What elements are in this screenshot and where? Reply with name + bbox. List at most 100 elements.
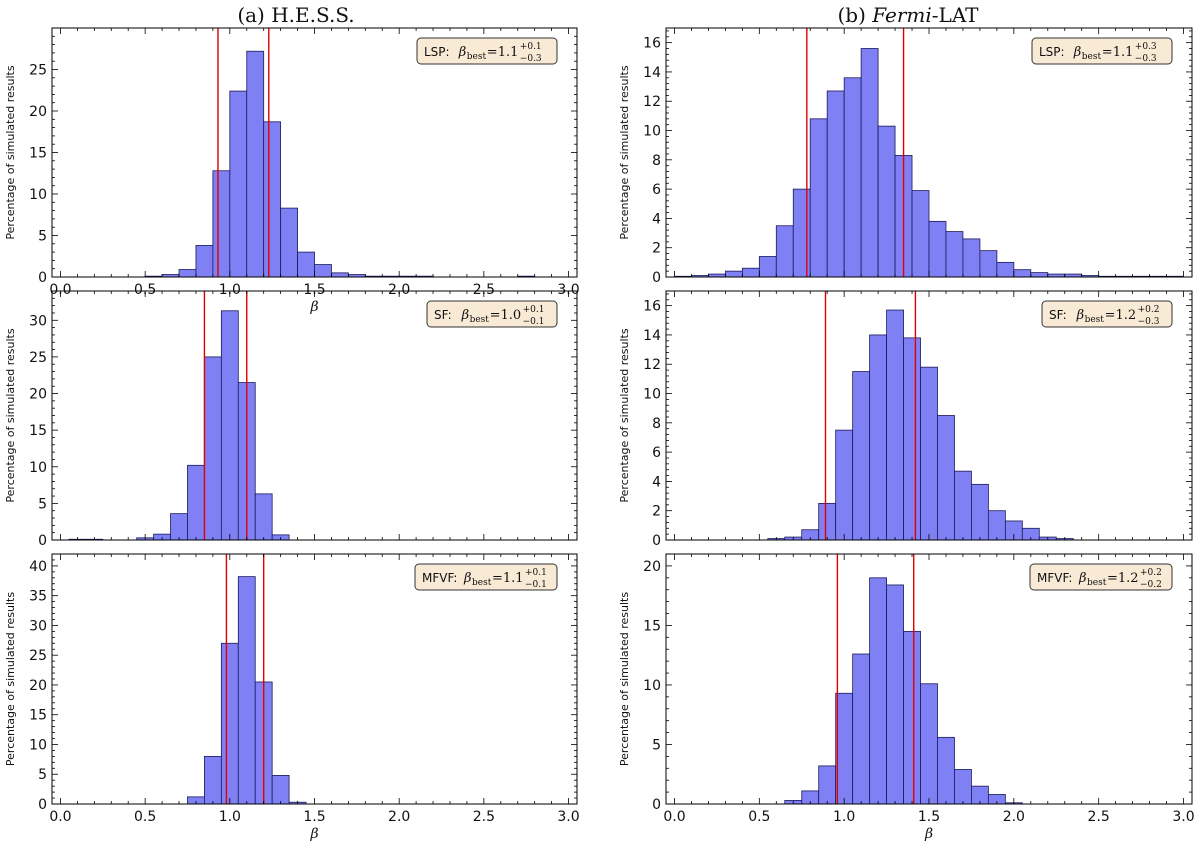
- histogram-bar: [220, 642, 239, 805]
- annotation-subscript: best: [470, 315, 490, 325]
- panel-fermi-lsp: 0 2 4 6 8 10 12 14 16 Percentage of simulated res…: [618, 27, 1193, 286]
- x-tick-label: 1.5: [303, 809, 325, 825]
- x-tick-label: 1.5: [303, 282, 325, 298]
- y-tick-label: 14: [643, 328, 661, 344]
- histogram-bar: [937, 415, 955, 541]
- annotation-value: =1.1: [1102, 45, 1134, 60]
- histogram-bar: [1013, 269, 1032, 278]
- x-tick-label: 1.5: [918, 809, 940, 825]
- x-tick-label: 3.0: [557, 282, 579, 298]
- annotation-background: [1029, 563, 1173, 591]
- annotation-beta: β: [461, 308, 470, 323]
- annotation-value: =1.2: [1107, 571, 1139, 586]
- annotation-method: SF:: [1049, 308, 1067, 322]
- annotation-method: SF:: [434, 308, 452, 322]
- histogram-bar: [246, 50, 265, 278]
- histogram-bar: [809, 118, 828, 278]
- x-tick-label: 0.5: [134, 809, 156, 825]
- y-tick-label: 8: [652, 153, 661, 169]
- y-tick-label: 15: [29, 146, 47, 162]
- histogram-bar: [886, 309, 904, 541]
- x-tick-label: 2.5: [1088, 809, 1110, 825]
- histogram-bar: [818, 765, 837, 805]
- y-tick-label: 0: [652, 533, 661, 549]
- y-axis-label: Percentage of simulated results: [4, 592, 17, 766]
- y-axis-label: Percentage of simulated results: [618, 592, 631, 766]
- histogram-bar: [237, 576, 256, 805]
- y-tick-label: 15: [29, 708, 47, 724]
- annotation-box: MFVF: β best =1.2 +0.2 −0.2: [1029, 563, 1173, 591]
- y-axis-label: Percentage of simulated results: [4, 65, 17, 239]
- y-tick-label: 16: [643, 299, 661, 315]
- y-tick-label: 20: [29, 387, 47, 403]
- x-tick-label: 2.0: [1003, 809, 1025, 825]
- annotation-value: =1.2: [1105, 308, 1137, 323]
- histogram-bar: [962, 238, 981, 278]
- y-tick-label: 10: [29, 187, 47, 203]
- x-tick-label: 2.5: [473, 282, 495, 298]
- x-tick-label: 0.0: [663, 809, 685, 825]
- annotation-background: [416, 37, 558, 65]
- histogram-bar: [903, 630, 921, 805]
- y-tick-label: 16: [643, 36, 661, 52]
- histogram-bar: [835, 692, 854, 805]
- panel-fermi-sf: 0 2 4 6 8 10 12 14 16 Percentage of simulated res…: [618, 290, 1193, 549]
- annotation-background: [414, 563, 558, 591]
- x-tick-label: 0.5: [134, 282, 156, 298]
- y-tick-label: 6: [652, 182, 661, 198]
- annotation-beta: β: [1076, 308, 1085, 323]
- y-tick-label: 15: [643, 618, 661, 634]
- y-tick-label: 5: [38, 229, 47, 245]
- y-tick-label: 6: [652, 445, 661, 461]
- y-tick-label: 5: [652, 737, 661, 753]
- y-tick-label: 10: [643, 387, 661, 403]
- histogram-bar: [979, 250, 998, 278]
- histogram-bar: [843, 77, 862, 278]
- panel-hess-sf: 0 5 10 15 20 25 30 Percentage of simulated resu…: [4, 290, 578, 549]
- histogram-bar: [869, 577, 887, 805]
- annotation-lower-error: −0.2: [1140, 580, 1162, 590]
- x-tick-label: 0.0: [49, 809, 71, 825]
- x-tick-label: 2.0: [388, 809, 410, 825]
- y-tick-label: 0: [38, 270, 47, 286]
- histogram-bar: [945, 231, 964, 278]
- annotation-box: MFVF: β best =1.1 +0.1 −0.1: [414, 563, 558, 591]
- y-tick-label: 10: [643, 124, 661, 140]
- annotation-lower-error: −0.1: [525, 580, 547, 590]
- annotation-upper-error: +0.3: [1135, 42, 1157, 52]
- axes-frame: [51, 290, 578, 541]
- y-tick-label: 20: [29, 678, 47, 694]
- histogram-bar: [741, 267, 760, 278]
- y-tick-label: 12: [643, 357, 661, 373]
- y-tick-label: 2: [652, 241, 661, 257]
- x-tick-label: 3.0: [557, 809, 579, 825]
- y-axis-label: Percentage of simulated results: [618, 328, 631, 502]
- y-tick-label: 4: [652, 211, 661, 227]
- panel-hess-lsp: 0 5 10 15 20 25 0.0 0.5 1.0 1.5 2.0 2.5 3.0 β Percenta…: [4, 27, 580, 315]
- histogram-bar: [775, 225, 794, 278]
- y-tick-label: 25: [29, 63, 47, 79]
- y-tick-label: 0: [652, 797, 661, 813]
- annotation-subscript: best: [1085, 315, 1105, 325]
- x-tick-label: 1.0: [219, 282, 241, 298]
- annotation-lower-error: −0.3: [520, 54, 542, 64]
- annotation-subscript: best: [467, 52, 487, 62]
- annotation-upper-error: +0.1: [525, 568, 547, 578]
- histogram-bar: [987, 510, 1006, 541]
- histogram-bar: [860, 48, 879, 278]
- histogram-bar: [254, 493, 273, 541]
- annotation-lower-error: −0.3: [1138, 317, 1160, 327]
- y-axis-label: Percentage of simulated results: [618, 65, 631, 239]
- annotation-lower-error: −0.3: [1135, 54, 1157, 64]
- histogram-bar: [195, 245, 214, 278]
- histogram-bar: [280, 207, 298, 278]
- annotation-subscript: best: [1082, 52, 1102, 62]
- annotation-value: =1.0: [490, 308, 522, 323]
- y-tick-label: 4: [652, 474, 661, 490]
- histogram-bar: [852, 371, 871, 541]
- annotation-beta: β: [1078, 571, 1087, 586]
- histogram-bar: [971, 483, 989, 541]
- annotation-subscript: best: [1087, 578, 1107, 588]
- y-tick-label: 12: [643, 94, 661, 110]
- y-tick-label: 10: [29, 460, 47, 476]
